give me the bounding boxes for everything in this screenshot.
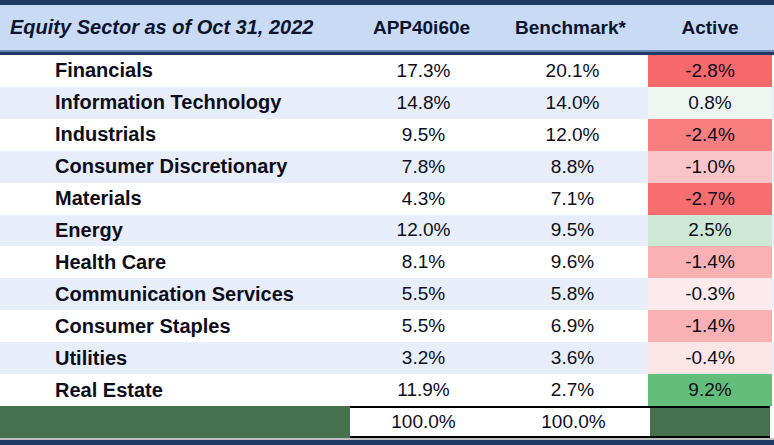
benchmark-weight: 14.0% (497, 87, 648, 119)
table-row: Materials 4.3% 7.1% -2.7% (0, 183, 774, 215)
active-weight: 0.8% (648, 87, 772, 119)
fund-weight: 5.5% (350, 278, 497, 310)
active-weight: -2.4% (648, 119, 772, 151)
fund-weight: 7.8% (350, 151, 497, 183)
active-weight: -2.8% (648, 55, 772, 87)
benchmark-weight: 7.1% (497, 183, 648, 215)
sector-name: Real Estate (0, 374, 350, 406)
totals-row: 100.0% 100.0% (0, 406, 774, 438)
fund-weight: 17.3% (350, 55, 497, 87)
benchmark-weight: 12.0% (497, 119, 648, 151)
sector-name: Materials (0, 183, 350, 215)
fund-total: 100.0% (350, 408, 497, 436)
active-weight: -1.4% (648, 246, 772, 278)
sector-name: Financials (0, 55, 350, 87)
table-row: Industrials 9.5% 12.0% -2.4% (0, 119, 774, 151)
active-weight: -1.0% (648, 151, 772, 183)
sector-name: Industrials (0, 119, 350, 151)
totals-green-left (0, 406, 350, 438)
sector-name: Communication Services (0, 278, 350, 310)
fund-weight: 4.3% (350, 183, 497, 215)
sector-name: Utilities (0, 342, 350, 374)
sector-name: Energy (0, 215, 350, 247)
table-row: Utilities 3.2% 3.6% -0.4% (0, 342, 774, 374)
active-weight: -0.4% (648, 342, 772, 374)
sector-name: Consumer Staples (0, 310, 350, 342)
table-row: Financials 17.3% 20.1% -2.8% (0, 55, 774, 87)
benchmark-weight: 20.1% (497, 55, 648, 87)
benchmark-weight: 9.5% (497, 215, 648, 247)
table-row: Information Technology 14.8% 14.0% 0.8% (0, 87, 774, 119)
sector-name: Consumer Discretionary (0, 151, 350, 183)
active-weight: -0.3% (648, 278, 772, 310)
fund-weight: 11.9% (350, 374, 497, 406)
fund-weight: 3.2% (350, 342, 497, 374)
benchmark-weight: 5.8% (497, 278, 648, 310)
column-header-fund: APP40i60e (348, 17, 495, 39)
benchmark-weight: 2.7% (497, 374, 648, 406)
fund-weight: 14.8% (350, 87, 497, 119)
active-weight: 9.2% (648, 374, 772, 406)
totals-cells: 100.0% 100.0% (350, 406, 650, 438)
totals-green-right (650, 406, 770, 438)
benchmark-weight: 6.9% (497, 310, 648, 342)
column-header-active: Active (646, 17, 774, 39)
benchmark-weight: 3.6% (497, 342, 648, 374)
sector-name: Health Care (0, 246, 350, 278)
table-row: Energy 12.0% 9.5% 2.5% (0, 215, 774, 247)
fund-weight: 12.0% (350, 215, 497, 247)
table-row: Consumer Staples 5.5% 6.9% -1.4% (0, 310, 774, 342)
benchmark-weight: 9.6% (497, 246, 648, 278)
fund-weight: 5.5% (350, 310, 497, 342)
table-row: Health Care 8.1% 9.6% -1.4% (0, 246, 774, 278)
table-row: Real Estate 11.9% 2.7% 9.2% (0, 374, 774, 406)
table-row: Communication Services 5.5% 5.8% -0.3% (0, 278, 774, 310)
table-header-row: Equity Sector as of Oct 31, 2022 APP40i6… (0, 5, 774, 52)
table-row: Consumer Discretionary 7.8% 8.8% -1.0% (0, 151, 774, 183)
table-body: Financials 17.3% 20.1% -2.8% Information… (0, 55, 774, 406)
active-weight: 2.5% (648, 215, 772, 247)
equity-sector-allocation-table: Equity Sector as of Oct 31, 2022 APP40i6… (0, 0, 774, 445)
sector-name: Information Technology (0, 87, 350, 119)
column-header-benchmark: Benchmark* (495, 17, 646, 39)
fund-weight: 8.1% (350, 246, 497, 278)
active-weight: -1.4% (648, 310, 772, 342)
active-weight: -2.7% (648, 183, 772, 215)
fund-weight: 9.5% (350, 119, 497, 151)
benchmark-total: 100.0% (497, 408, 650, 436)
table-title: Equity Sector as of Oct 31, 2022 (0, 16, 348, 39)
bottom-border (0, 440, 774, 445)
benchmark-weight: 8.8% (497, 151, 648, 183)
